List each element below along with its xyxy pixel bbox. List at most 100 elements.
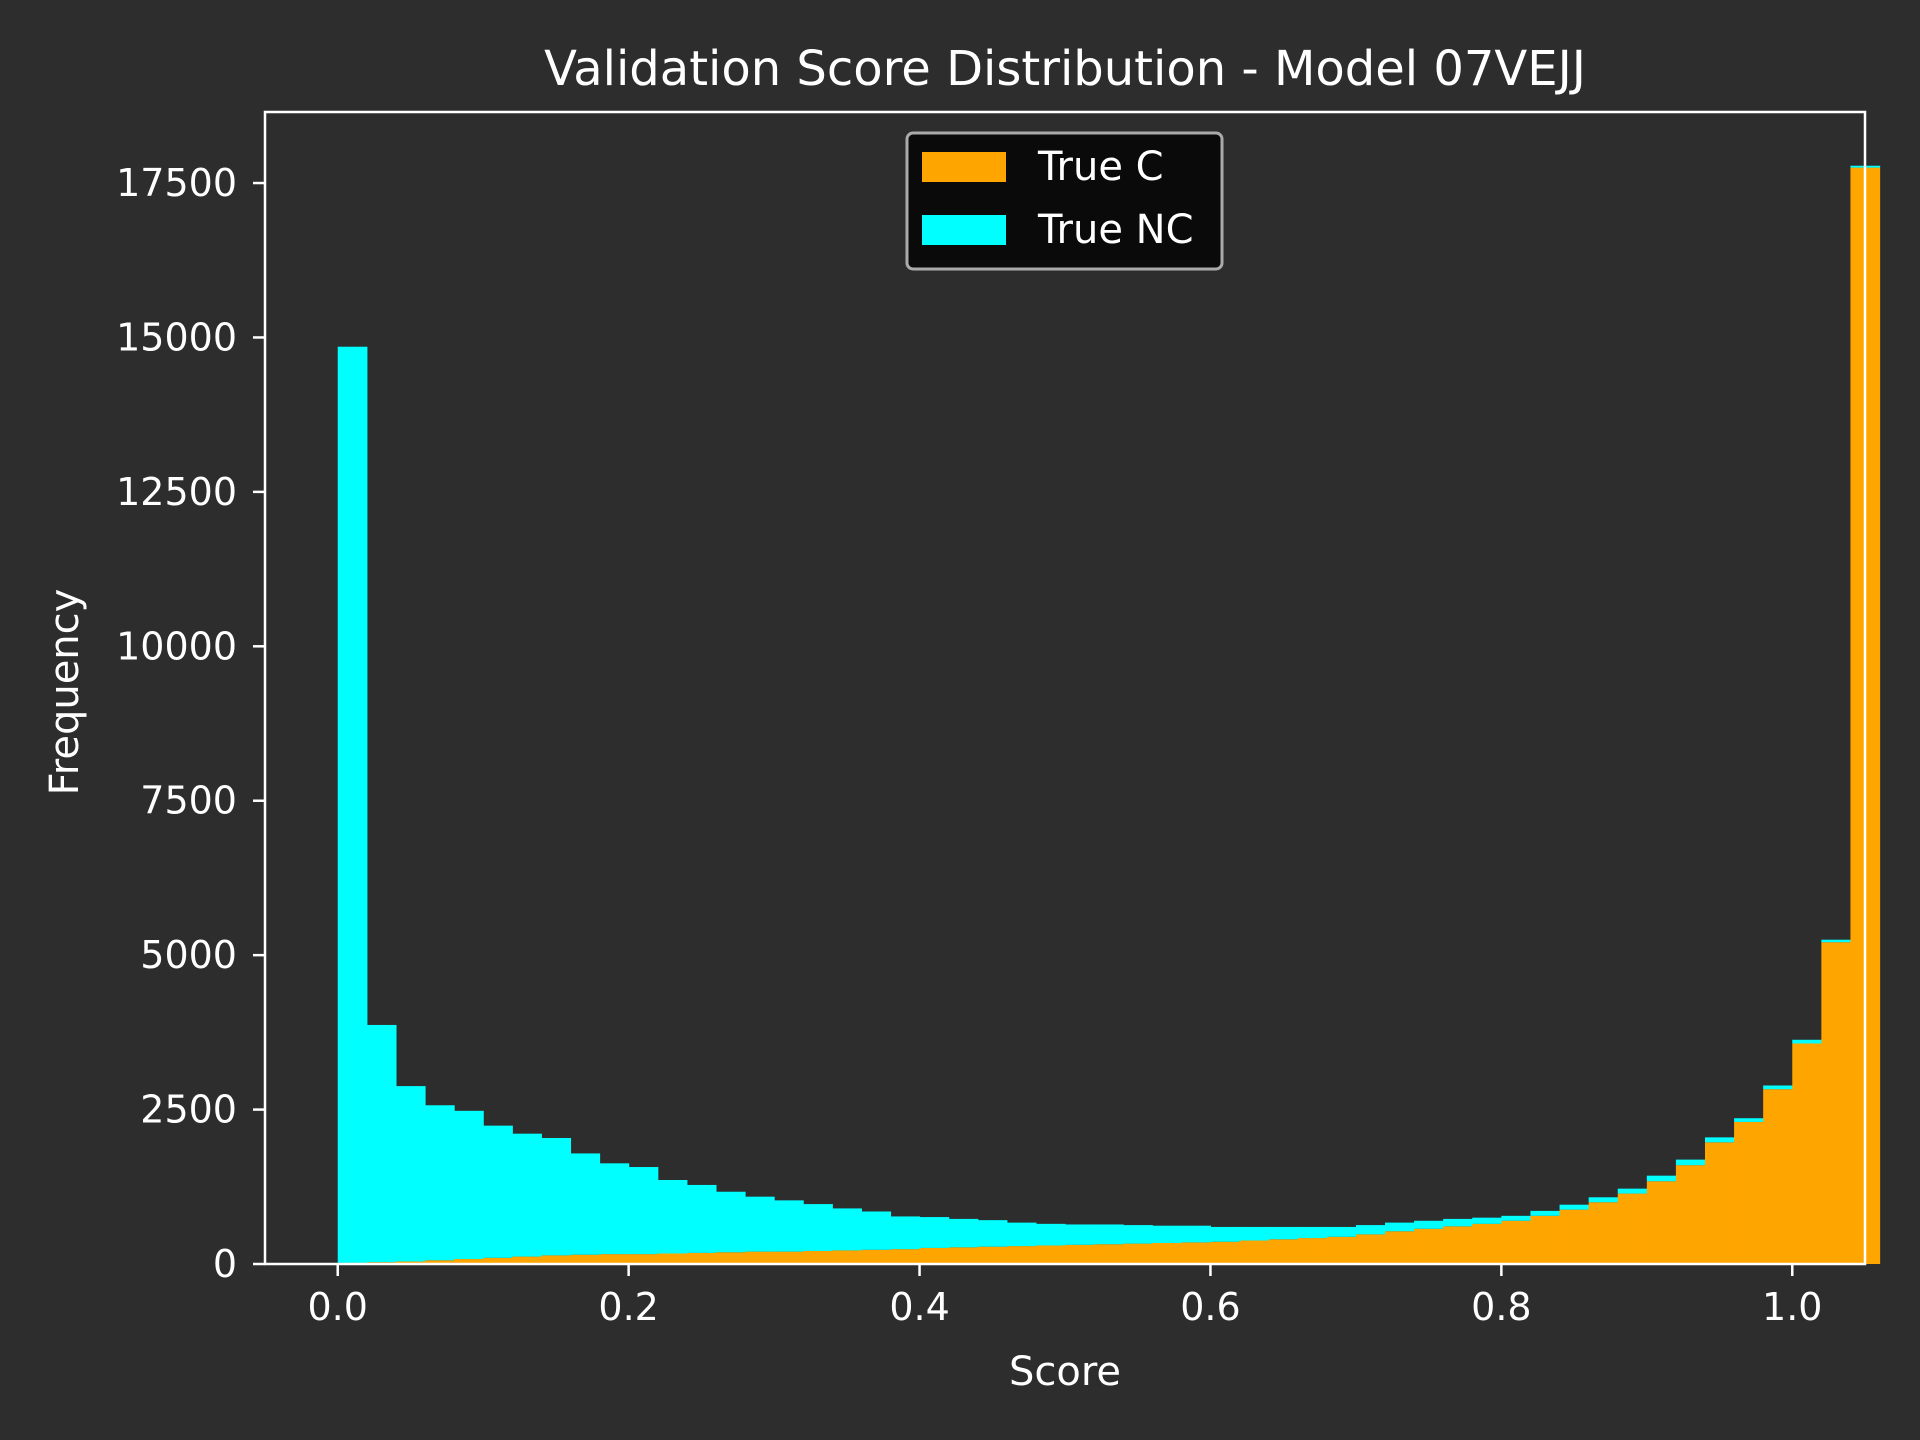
legend-swatch-true-c	[922, 152, 1006, 182]
bar-true-nc-27	[1123, 1225, 1153, 1244]
bar-true-nc-1	[366, 1024, 397, 1263]
bar-true-c-18	[861, 1249, 892, 1264]
bar-true-nc-42	[1559, 1204, 1590, 1210]
bar-true-c-39	[1472, 1223, 1502, 1264]
bar-true-nc-48	[1734, 1118, 1764, 1122]
ticks-layer: 0.0 0.2 0.4 0.6 0.8 1.0 0 2500 5000 7500 10000 1250…	[116, 161, 1822, 1329]
bar-true-c-17	[832, 1250, 862, 1264]
bar-true-c-48	[1734, 1121, 1764, 1264]
bar-true-c-10	[628, 1254, 659, 1264]
bar-true-c-47	[1705, 1142, 1735, 1264]
bar-true-nc-33	[1297, 1226, 1328, 1239]
bar-true-c-51	[1821, 942, 1852, 1264]
bar-true-nc-4	[454, 1110, 484, 1260]
bar-true-c-21	[948, 1247, 979, 1264]
bar-true-nc-23	[1006, 1222, 1037, 1247]
bar-true-c-7	[541, 1255, 572, 1264]
bar-true-c-34	[1326, 1236, 1357, 1264]
bar-true-nc-2	[395, 1086, 426, 1262]
bar-true-c-30	[1210, 1241, 1241, 1264]
bar-true-nc-51	[1821, 939, 1852, 943]
bar-true-nc-24	[1035, 1223, 1066, 1246]
bar-true-nc-40	[1501, 1215, 1532, 1221]
bar-true-nc-18	[861, 1211, 892, 1250]
y-tick-label: 15000	[116, 315, 237, 359]
bar-true-nc-14	[745, 1196, 775, 1252]
bar-true-c-29	[1181, 1242, 1212, 1264]
bar-true-c-33	[1297, 1238, 1328, 1264]
bar-true-c-8	[570, 1254, 601, 1264]
bar-true-c-3	[425, 1260, 455, 1264]
bar-true-c-19	[890, 1249, 921, 1264]
bar-true-nc-16	[803, 1204, 833, 1252]
bar-true-c-46	[1675, 1165, 1706, 1264]
bar-true-c-50	[1792, 1043, 1822, 1264]
bar-true-nc-32	[1268, 1226, 1299, 1240]
bar-true-c-11	[657, 1253, 688, 1264]
bar-true-nc-46	[1675, 1159, 1706, 1166]
bar-true-nc-43	[1588, 1197, 1619, 1203]
bar-true-c-20	[919, 1247, 950, 1264]
y-axis-label: Frequency	[42, 589, 88, 796]
bar-true-c-16	[803, 1251, 833, 1264]
legend-swatch-true-nc	[922, 215, 1006, 245]
bar-true-nc-35	[1355, 1225, 1386, 1235]
bar-true-c-36	[1385, 1231, 1415, 1264]
bar-true-nc-50	[1792, 1039, 1822, 1044]
bar-true-nc-45	[1646, 1175, 1677, 1182]
bar-true-c-15	[774, 1251, 804, 1264]
x-tick-label: 0.4	[889, 1285, 949, 1329]
bar-true-c-25	[1065, 1244, 1095, 1264]
bar-true-c-44	[1617, 1193, 1648, 1264]
bar-true-nc-26	[1094, 1224, 1124, 1245]
bars-layer	[337, 165, 1881, 1265]
bar-true-nc-49	[1763, 1085, 1793, 1090]
chart-title: Validation Score Distribution - Model 07…	[544, 41, 1586, 97]
bar-true-nc-36	[1385, 1222, 1415, 1232]
bar-true-nc-20	[919, 1217, 950, 1248]
bar-true-nc-37	[1414, 1220, 1444, 1229]
bar-true-nc-25	[1065, 1224, 1095, 1245]
bar-true-nc-7	[541, 1137, 572, 1256]
bar-true-nc-15	[774, 1200, 804, 1252]
bar-true-c-9	[599, 1254, 630, 1264]
bar-true-c-28	[1152, 1243, 1182, 1264]
legend-label-true-c: True C	[1037, 144, 1164, 190]
bar-true-nc-0	[337, 346, 368, 1263]
bar-true-nc-29	[1181, 1225, 1212, 1243]
bar-true-nc-31	[1239, 1226, 1270, 1241]
bar-true-nc-41	[1530, 1210, 1561, 1216]
y-tick-label: 7500	[140, 779, 237, 823]
axes-frame	[263, 110, 1867, 1266]
bar-true-nc-39	[1472, 1217, 1502, 1224]
bar-true-nc-34	[1326, 1226, 1357, 1237]
bar-true-nc-9	[599, 1163, 630, 1255]
bar-true-c-37	[1414, 1228, 1444, 1264]
bar-true-nc-21	[948, 1218, 979, 1248]
bar-true-c-45	[1646, 1181, 1677, 1264]
bar-true-c-26	[1094, 1244, 1124, 1264]
bar-true-nc-11	[657, 1179, 688, 1254]
bar-true-c-40	[1501, 1220, 1532, 1264]
x-tick-label: 0.0	[308, 1285, 368, 1329]
bar-true-nc-13	[715, 1191, 746, 1253]
y-tick-label: 17500	[116, 161, 237, 205]
x-axis-label: Score	[1009, 1349, 1121, 1395]
bar-true-c-27	[1123, 1243, 1153, 1264]
bar-true-c-32	[1268, 1239, 1299, 1264]
legend: True C True NC	[905, 131, 1224, 271]
x-tick-label: 0.8	[1471, 1285, 1531, 1329]
bar-true-nc-17	[832, 1208, 862, 1251]
bar-true-c-22	[977, 1246, 1008, 1264]
bar-true-nc-28	[1152, 1225, 1182, 1243]
bar-true-nc-22	[977, 1220, 1008, 1247]
bar-true-c-49	[1763, 1089, 1793, 1264]
x-tick-label: 0.2	[598, 1285, 658, 1329]
y-tick-label: 10000	[116, 624, 237, 668]
bar-true-c-24	[1035, 1245, 1066, 1264]
x-tick-label: 1.0	[1762, 1285, 1822, 1329]
bar-true-c-38	[1443, 1226, 1473, 1264]
bar-true-nc-44	[1617, 1188, 1648, 1194]
bar-true-c-23	[1006, 1246, 1037, 1264]
